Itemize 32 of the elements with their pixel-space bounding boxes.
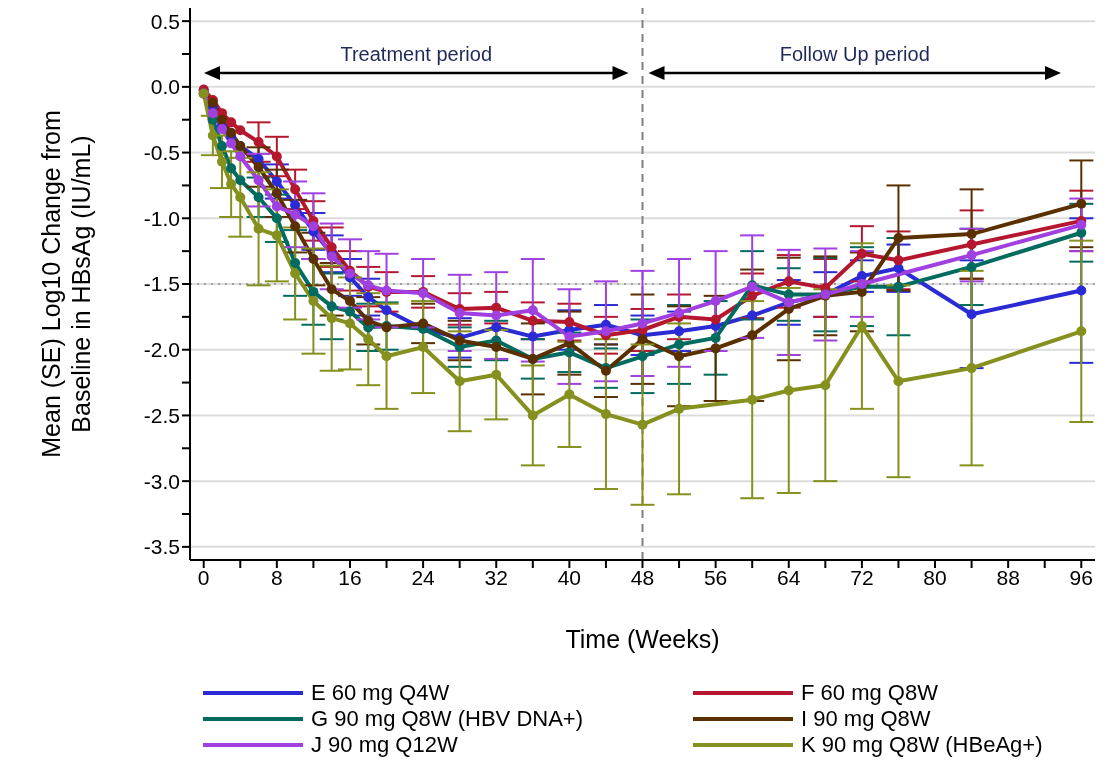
x-tick-label: 48 <box>630 565 655 589</box>
legend-label: F 60 mg Q8W <box>801 680 938 706</box>
legend-label: E 60 mg Q4W <box>311 680 450 706</box>
y-tick-label: 0.0 <box>150 75 180 99</box>
x-tick-label: 72 <box>850 565 874 589</box>
x-tick-label: 32 <box>484 565 508 589</box>
y-tick-label: -1.5 <box>143 272 180 296</box>
y-tick-label: -2.0 <box>143 338 180 362</box>
y-tick-label: -1.0 <box>143 206 180 230</box>
x-tick-label: 8 <box>271 565 283 589</box>
x-tick-label: 88 <box>996 565 1020 589</box>
x-tick-label: 96 <box>1069 565 1093 589</box>
y-axis-title: Mean (SE) Log10 Change from Baseline in HBsAg (IU/mL) <box>37 110 95 458</box>
annotation: Follow Up period <box>779 43 930 65</box>
x-axis-title: Time (Weeks) <box>565 625 720 653</box>
annotation: Treatment period <box>340 43 493 65</box>
y-tick-label: -0.5 <box>143 141 180 165</box>
y-tick-label: 0.5 <box>150 9 180 33</box>
legend-label: K 90 mg Q8W (HBeAg+) <box>801 732 1043 758</box>
x-tick-label: 24 <box>411 565 436 589</box>
x-tick-label: 0 <box>197 565 210 589</box>
x-tick-label: 40 <box>557 565 582 589</box>
x-tick-label: 56 <box>703 565 728 589</box>
x-tick-label: 64 <box>777 565 801 589</box>
legend-label: J 90 mg Q12W <box>311 732 458 758</box>
legend-label: I 90 mg Q8W <box>801 706 931 732</box>
x-tick-label: 16 <box>338 565 362 589</box>
y-tick-label: -3.0 <box>143 469 180 493</box>
y-tick-label: -3.5 <box>143 535 180 559</box>
x-tick-label: 80 <box>923 565 947 589</box>
y-tick-label: -2.5 <box>143 403 180 427</box>
legend-label: G 90 mg Q8W (HBV DNA+) <box>311 706 584 732</box>
